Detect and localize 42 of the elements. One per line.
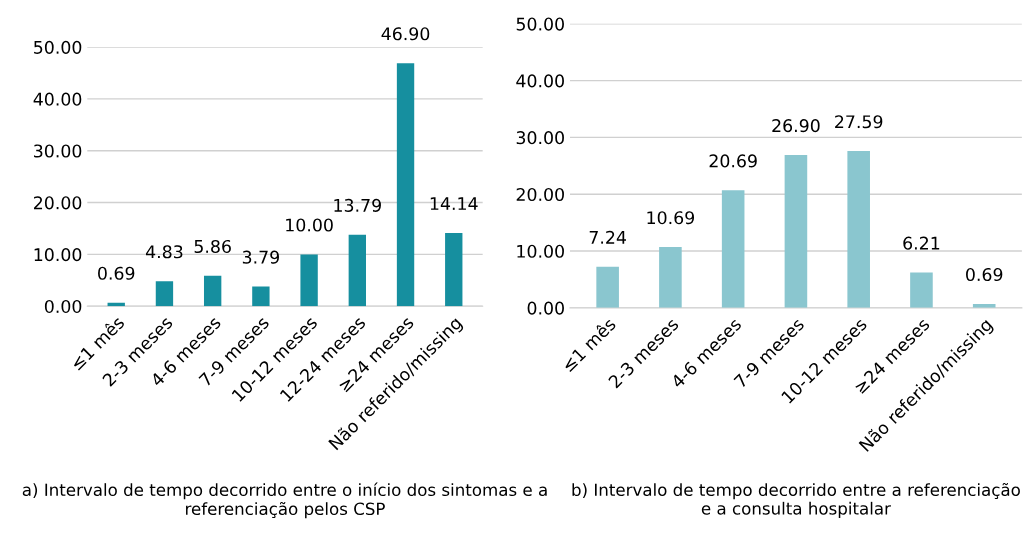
- data-label: 26.90: [772, 119, 820, 133]
- y-tick-label: 10.00: [34, 248, 82, 262]
- bar: [348, 234, 366, 307]
- y-tick-label: 30.00: [34, 144, 82, 158]
- data-label: 27.59: [835, 115, 883, 129]
- bar: [252, 286, 270, 307]
- y-tick-label: 20.00: [34, 196, 82, 210]
- bar: [396, 63, 415, 307]
- data-label: 0.69: [98, 266, 135, 280]
- bar: [910, 272, 933, 308]
- data-label: 5.86: [194, 239, 231, 254]
- data-label: 14.14: [430, 197, 478, 210]
- bar: [596, 266, 619, 308]
- data-label: 6.21: [903, 236, 940, 250]
- y-tick-label: 30.00: [516, 131, 564, 145]
- y-tick-label: 10.00: [517, 244, 564, 258]
- data-label: 3.79: [242, 250, 279, 264]
- data-label: 0.69: [966, 267, 1003, 282]
- bar: [300, 254, 318, 307]
- y-tick-label: 40.00: [33, 92, 82, 106]
- y-tick-label: 20.00: [516, 187, 564, 202]
- data-label: 10.00: [286, 218, 333, 232]
- text: b) Intervalo de tempo decorrido entre a referenciação e a consulta hospitalar: [572, 482, 1020, 518]
- data-label: 4.83: [145, 245, 183, 259]
- data-label: 20.69: [709, 154, 757, 168]
- y-tick-label: 50.00: [34, 40, 82, 54]
- data-label: 7.24: [589, 230, 626, 244]
- bar: [445, 232, 463, 307]
- y-tick-label: 0.00: [44, 299, 82, 314]
- data-label: 46.90: [381, 27, 430, 41]
- y-tick-label: 40.00: [516, 74, 564, 88]
- bar: [847, 151, 870, 308]
- data-label: 13.79: [334, 198, 381, 212]
- bar: [203, 275, 222, 307]
- y-tick-label: 0.00: [527, 301, 564, 315]
- bar: [155, 281, 174, 307]
- y-tick-label: 50.00: [516, 17, 564, 31]
- bar: [659, 247, 682, 308]
- bar: [721, 190, 745, 308]
- text: a) Intervalo de tempo decorrido entre o início dos sintomas e a referenciação pelos CSP: [22, 482, 547, 519]
- bar: [784, 155, 808, 308]
- data-label: 10.69: [647, 211, 695, 225]
